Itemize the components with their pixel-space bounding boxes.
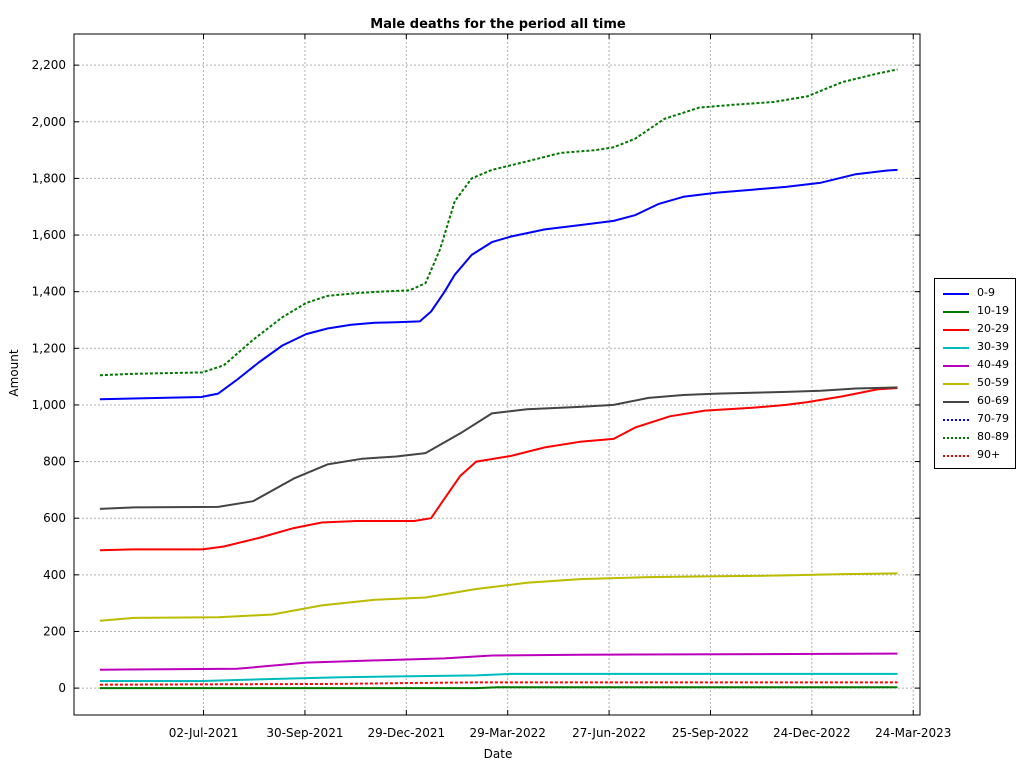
legend-swatch <box>943 347 969 349</box>
y-tick-label: 200 <box>43 624 66 638</box>
y-tick-label: 400 <box>43 568 66 582</box>
plot-frame <box>73 33 921 716</box>
series-line-40-49 <box>99 652 898 671</box>
legend-swatch <box>943 401 969 403</box>
x-tick-label: 02-Jul-2021 <box>169 726 239 740</box>
legend-swatch <box>943 365 969 367</box>
x-tick-label: 24-Dec-2022 <box>773 726 851 740</box>
y-tick-label: 1,800 <box>32 171 66 185</box>
legend-swatch <box>943 437 969 439</box>
legend-item: 70-79 <box>943 411 1015 429</box>
legend-item: 30-39 <box>943 339 1015 357</box>
legend-label: 70-79 <box>977 412 1009 425</box>
x-tick-label: 29-Mar-2022 <box>470 726 546 740</box>
legend-label: 30-39 <box>977 340 1009 353</box>
legend-swatch <box>943 329 969 331</box>
x-tick-label: 30-Sep-2021 <box>266 726 343 740</box>
series-line-80-89 <box>99 68 898 377</box>
legend-item: 90+ <box>943 447 1015 465</box>
legend-label: 60-69 <box>977 394 1009 407</box>
series-line-0-9 <box>99 168 898 401</box>
axis-ticks: 0 200 400 600 800 1,000 1,200 1,400 1,600 1,800 2,… <box>32 34 951 740</box>
y-tick-label: 1,400 <box>32 285 66 299</box>
legend-item: 20-29 <box>943 321 1015 339</box>
series-lines <box>99 68 898 690</box>
y-tick-label: 2,200 <box>32 58 66 72</box>
legend-item: 10-19 <box>943 303 1015 321</box>
x-tick-label: 29-Dec-2021 <box>367 726 445 740</box>
y-tick-label: 2,000 <box>32 115 66 129</box>
series-line-30-39 <box>99 672 898 682</box>
y-tick-label: 800 <box>43 455 66 469</box>
y-axis-label: Amount <box>7 349 21 396</box>
x-tick-label: 25-Sep-2022 <box>672 726 749 740</box>
series-line-20-29 <box>99 387 898 552</box>
legend: 0-9 10-19 20-29 30-39 40-49 50-59 60-69 70-79 80… <box>934 278 1016 469</box>
legend-label: 90+ <box>977 448 1001 461</box>
legend-item: 50-59 <box>943 375 1015 393</box>
x-tick-label: 27-Jun-2022 <box>572 726 646 740</box>
legend-label: 50-59 <box>977 376 1009 389</box>
legend-label: 10-19 <box>977 304 1009 317</box>
legend-label: 80-89 <box>977 430 1009 443</box>
legend-swatch <box>943 383 969 385</box>
legend-item: 60-69 <box>943 393 1015 411</box>
legend-label: 40-49 <box>977 358 1009 371</box>
series-line-10-19 <box>99 686 898 690</box>
y-tick-label: 600 <box>43 511 66 525</box>
legend-swatch <box>943 419 969 421</box>
legend-swatch <box>943 311 969 313</box>
y-tick-label: 1,200 <box>32 341 66 355</box>
y-tick-label: 1,000 <box>32 398 66 412</box>
series-line-90+ <box>99 681 898 686</box>
legend-item: 40-49 <box>943 357 1015 375</box>
x-axis-label: Date <box>484 747 513 761</box>
y-tick-label: 0 <box>58 681 66 695</box>
legend-item: 0-9 <box>943 285 1015 303</box>
legend-swatch <box>943 455 969 457</box>
chart-title: Male deaths for the period all time <box>370 17 626 32</box>
legend-label: 0-9 <box>977 286 995 299</box>
series-line-50-59 <box>99 572 898 622</box>
legend-swatch <box>943 293 969 295</box>
x-tick-label: 24-Mar-2023 <box>875 726 951 740</box>
legend-item: 80-89 <box>943 429 1015 447</box>
legend-label: 20-29 <box>977 322 1009 335</box>
series-line-60-69 <box>99 386 898 510</box>
y-tick-label: 1,600 <box>32 228 66 242</box>
